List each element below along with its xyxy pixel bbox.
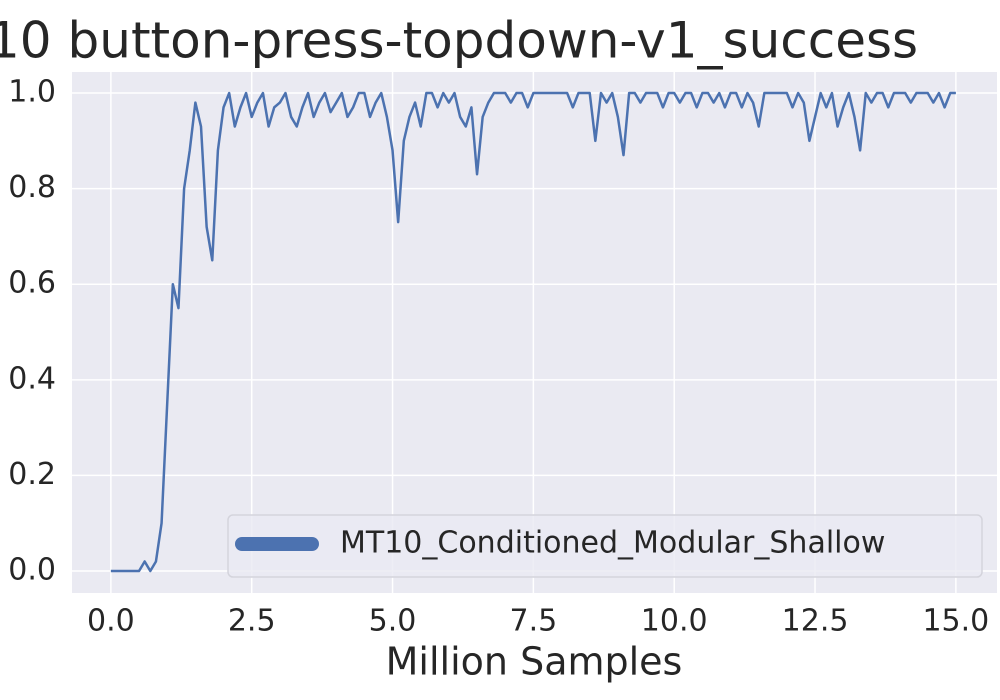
x-tick-label: 15.0	[922, 604, 989, 639]
y-tick-label: 0.8	[8, 170, 56, 205]
y-tick-label: 0.0	[8, 553, 56, 588]
x-tick-label: 7.5	[510, 604, 558, 639]
x-tick-label: 0.0	[87, 604, 135, 639]
chart-title: 10 button-press-topdown-v1_success	[0, 12, 918, 70]
x-axis-label: Million Samples	[386, 640, 683, 684]
y-tick-label: 0.6	[8, 266, 56, 301]
y-tick-label: 1.0	[8, 75, 56, 110]
x-tick-label: 10.0	[641, 604, 708, 639]
x-tick-label: 12.5	[782, 604, 849, 639]
y-tick-label: 0.4	[8, 361, 56, 396]
y-tick-label: 0.2	[8, 457, 56, 492]
legend-box	[227, 514, 983, 578]
x-tick-label: 2.5	[228, 604, 276, 639]
plot-area	[72, 72, 997, 593]
legend-label: MT10_Conditioned_Modular_Shallow	[340, 526, 885, 561]
x-tick-label: 5.0	[369, 604, 417, 639]
line-series	[110, 91, 956, 573]
